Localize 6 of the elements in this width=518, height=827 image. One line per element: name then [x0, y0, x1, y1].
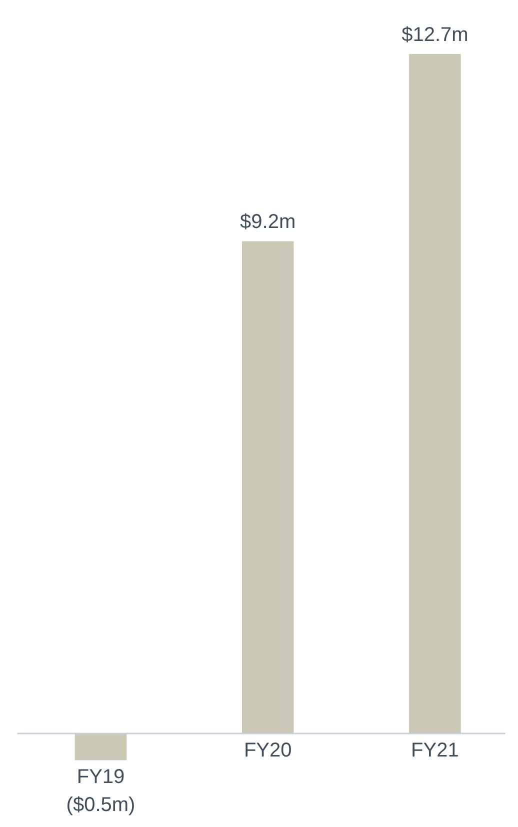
x-tick-label: FY21 — [411, 739, 459, 762]
data-label: ($0.5m) — [66, 794, 136, 816]
x-tick-label: FY20 — [244, 739, 292, 762]
data-label: $12.7m — [402, 24, 468, 46]
x-tick-label: FY19 — [76, 766, 125, 788]
data-label: $9.2m — [240, 211, 296, 234]
